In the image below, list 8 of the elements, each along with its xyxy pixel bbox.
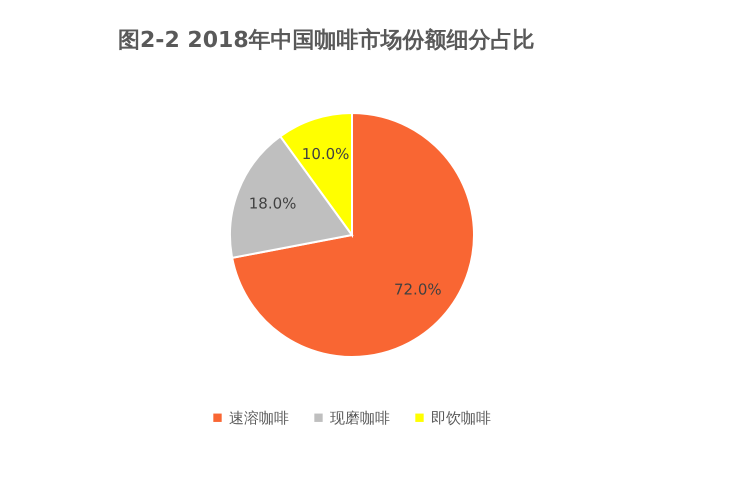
data-label: 10.0% (302, 144, 350, 163)
data-label: 18.0% (248, 194, 296, 213)
legend-label: 现磨咖啡 (330, 408, 390, 427)
chart-title: 图2-2 2018年中国咖啡市场份额细分占比 (118, 27, 535, 53)
pie-slice (231, 112, 475, 358)
legend-label: 即饮咖啡 (431, 408, 491, 427)
data-label: 72.0% (394, 280, 442, 298)
legend-label: 速溶咖啡 (229, 408, 289, 427)
